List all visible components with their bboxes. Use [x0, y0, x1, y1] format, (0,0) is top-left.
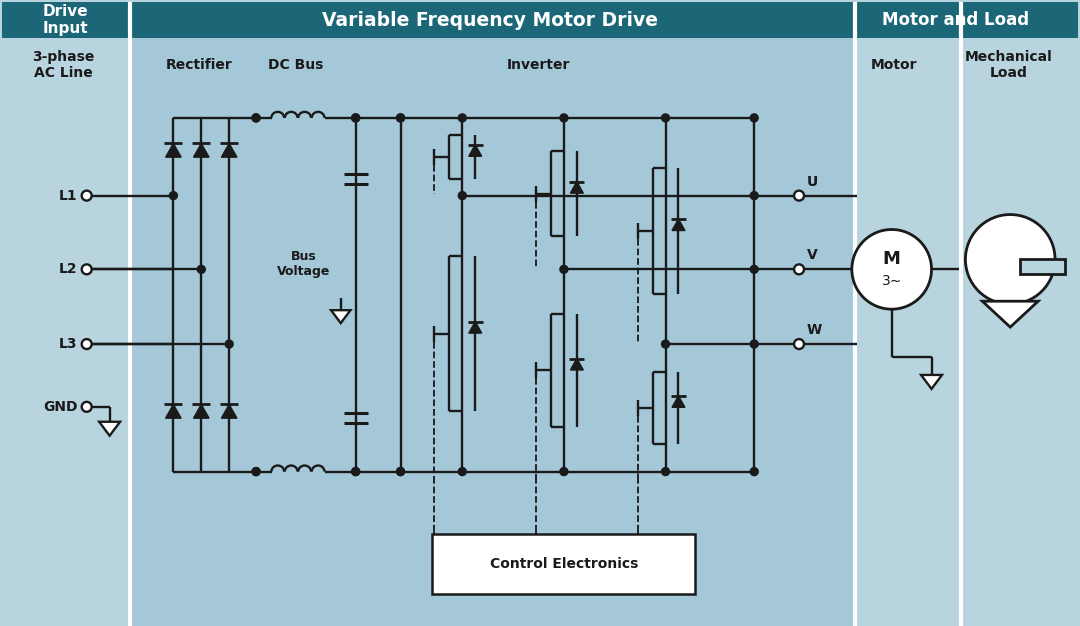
Polygon shape	[99, 422, 120, 436]
Circle shape	[252, 114, 260, 122]
Text: DC Bus: DC Bus	[268, 58, 324, 72]
Text: Bus
Voltage: Bus Voltage	[278, 250, 330, 279]
Text: L1: L1	[59, 188, 78, 203]
Polygon shape	[193, 404, 210, 418]
Circle shape	[82, 339, 92, 349]
Polygon shape	[193, 143, 210, 157]
Polygon shape	[921, 375, 942, 389]
Circle shape	[751, 192, 758, 200]
Circle shape	[252, 468, 260, 476]
Circle shape	[396, 114, 405, 122]
Polygon shape	[165, 404, 181, 418]
Text: Motor and Load: Motor and Load	[882, 11, 1029, 29]
Circle shape	[458, 468, 467, 476]
Circle shape	[458, 114, 467, 122]
Bar	[2, 3, 1078, 38]
Circle shape	[198, 265, 205, 274]
Circle shape	[966, 215, 1055, 304]
Circle shape	[82, 402, 92, 412]
Text: Variable Frequency Motor Drive: Variable Frequency Motor Drive	[322, 11, 658, 30]
Polygon shape	[221, 143, 237, 157]
Polygon shape	[469, 322, 482, 333]
Circle shape	[252, 468, 260, 476]
Text: Drive
Input: Drive Input	[43, 4, 89, 36]
Circle shape	[352, 114, 360, 122]
Circle shape	[82, 191, 92, 200]
Circle shape	[559, 265, 568, 274]
Polygon shape	[983, 301, 1038, 327]
Circle shape	[396, 468, 405, 476]
Polygon shape	[332, 310, 351, 323]
Bar	[130, 38, 854, 626]
Circle shape	[559, 114, 568, 122]
Circle shape	[352, 114, 360, 122]
Text: Rectifier: Rectifier	[166, 58, 232, 72]
Text: W: W	[807, 323, 822, 337]
Bar	[432, 535, 696, 594]
Circle shape	[662, 468, 670, 476]
Circle shape	[662, 340, 670, 348]
Text: 3∼: 3∼	[881, 274, 902, 289]
Circle shape	[396, 468, 405, 476]
Polygon shape	[672, 219, 685, 230]
Polygon shape	[1021, 259, 1065, 274]
Text: V: V	[807, 249, 818, 262]
Circle shape	[559, 468, 568, 476]
Text: 3-phase
AC Line: 3-phase AC Line	[32, 50, 95, 80]
Polygon shape	[469, 145, 482, 156]
Text: U: U	[807, 175, 819, 188]
Circle shape	[170, 192, 177, 200]
Circle shape	[751, 265, 758, 274]
Circle shape	[82, 264, 92, 274]
Text: Mechanical
Load: Mechanical Load	[964, 50, 1052, 80]
Circle shape	[751, 114, 758, 122]
Circle shape	[458, 192, 467, 200]
Text: Motor: Motor	[870, 58, 917, 72]
Text: GND: GND	[43, 400, 78, 414]
Circle shape	[794, 264, 804, 274]
Polygon shape	[165, 143, 181, 157]
Text: M: M	[882, 250, 901, 269]
Circle shape	[226, 340, 233, 348]
Circle shape	[396, 114, 405, 122]
Polygon shape	[672, 396, 685, 408]
Polygon shape	[570, 359, 583, 370]
Circle shape	[352, 468, 360, 476]
Text: Inverter: Inverter	[507, 58, 569, 72]
Circle shape	[662, 114, 670, 122]
Polygon shape	[570, 182, 583, 193]
Circle shape	[252, 114, 260, 122]
Circle shape	[352, 468, 360, 476]
Text: Control Electronics: Control Electronics	[489, 557, 638, 572]
Circle shape	[794, 339, 804, 349]
Circle shape	[852, 230, 932, 309]
Polygon shape	[221, 404, 237, 418]
Circle shape	[751, 340, 758, 348]
Text: L3: L3	[59, 337, 78, 351]
Circle shape	[794, 191, 804, 200]
Circle shape	[751, 468, 758, 476]
Text: L2: L2	[59, 262, 78, 276]
